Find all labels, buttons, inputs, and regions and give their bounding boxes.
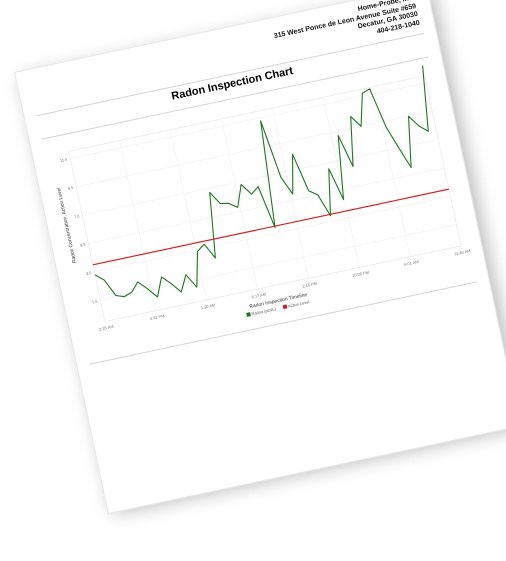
x-tick-label: 6:17 AM [251,292,266,300]
x-gridline [322,97,360,268]
radon-series-line [94,65,429,298]
legend-label: Radon (pCi/L) [251,306,277,316]
radon-chart: 1.5 3.5 5.5 7.5 9.5 11.5 3:25 PM 4:31 PM 1:30 AM… [56,65,471,332]
x-tick-label: 10:00 PM [352,270,370,278]
x-tick-label: 6:01 AM [404,259,419,267]
x-gridline [170,129,207,300]
y-gridline [70,82,427,159]
legend-swatch [246,312,251,317]
x-gridline [221,118,258,290]
legend-swatch [282,304,288,310]
y-tick-label: 11.5 [59,156,68,163]
y-tick-label: 3.5 [85,270,92,276]
x-tick-label: 4:31 PM [149,313,165,321]
y-gridline [82,139,439,216]
x-gridline [271,108,309,279]
x-tick-label: 2:16 PM [302,281,318,289]
action-level-line [92,188,449,266]
chart-series [92,65,449,298]
x-tick-label: 11:40 AM [454,248,471,256]
x-gridline [373,86,411,257]
x-tick-label: 3:25 PM [98,324,114,332]
y-gridline [76,110,433,188]
y-tick-label: 1.5 [91,298,98,304]
legend-label: Action Level [287,299,309,308]
chart-grid [68,75,462,322]
x-gridline [68,151,106,322]
x-gridline [424,75,462,246]
y-tick-label: 7.5 [73,213,80,219]
y-tick-label: 9.5 [67,185,74,191]
report-page: Home-Probe, Inc. 315 West Ponce de Leon … [14,0,506,515]
x-gridline [119,140,156,311]
x-tick-label: 1:30 AM [200,302,215,310]
y-gridline [94,195,451,273]
chart-ticks: 1.5 3.5 5.5 7.5 9.5 11.5 3:25 PM 4:31 PM 1:30 AM… [59,156,471,332]
chart-legend: Radon (pCi/L) Action Level [246,299,310,317]
y-tick-label: 5.5 [79,242,86,248]
y-axis-label: Radon Concentration, Action Level [56,187,78,264]
